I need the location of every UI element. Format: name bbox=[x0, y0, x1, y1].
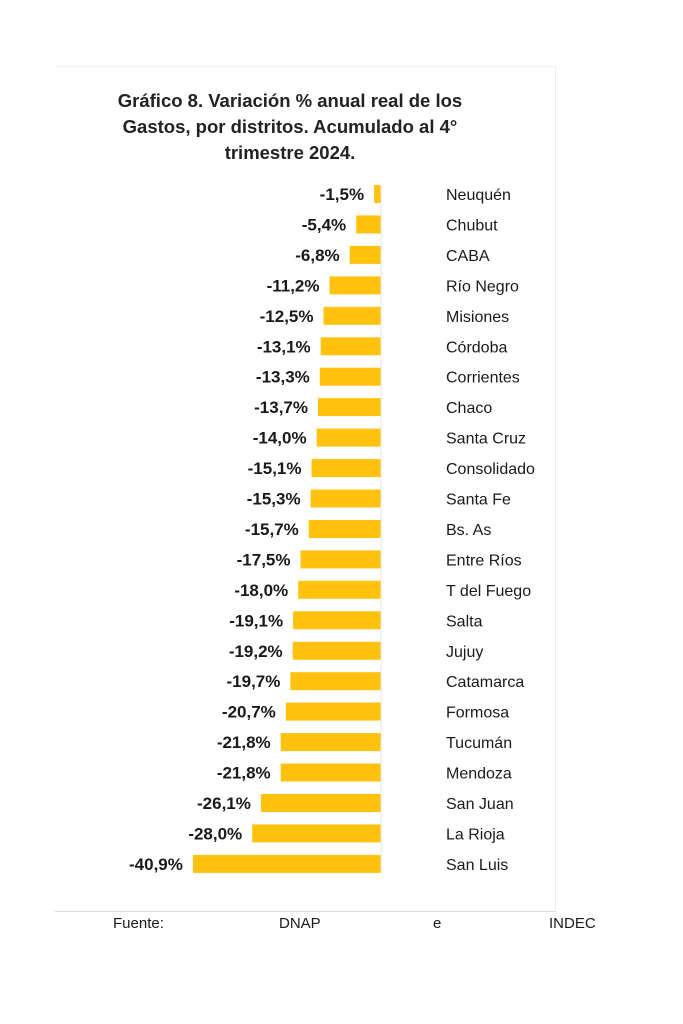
source-label: Fuente: bbox=[113, 915, 164, 932]
chart-title-line-2: Gastos, por distritos. Acumulado al 4° bbox=[122, 116, 458, 137]
category-label-18: Tucumán bbox=[446, 735, 512, 752]
value-label-0: -1,5% bbox=[320, 185, 364, 204]
category-label-22: San Luis bbox=[446, 857, 508, 874]
category-label-16: Catamarca bbox=[446, 674, 524, 691]
bar-8 bbox=[316, 428, 381, 447]
value-label-19: -21,8% bbox=[217, 764, 271, 783]
bar-17 bbox=[285, 702, 381, 721]
category-label-5: Córdoba bbox=[446, 339, 507, 356]
bar-7 bbox=[318, 398, 381, 417]
category-label-0: Neuquén bbox=[446, 187, 511, 204]
bar-5 bbox=[320, 337, 381, 356]
bar-6 bbox=[319, 367, 381, 386]
bar-14 bbox=[293, 611, 381, 630]
value-label-11: -15,7% bbox=[245, 520, 299, 539]
value-label-3: -11,2% bbox=[267, 276, 320, 295]
value-label-10: -15,3% bbox=[247, 490, 301, 509]
category-label-7: Chaco bbox=[446, 400, 492, 417]
value-label-16: -19,7% bbox=[227, 672, 281, 691]
category-label-4: Misiones bbox=[446, 309, 509, 326]
bar-19 bbox=[280, 763, 381, 782]
bar-3 bbox=[329, 276, 381, 295]
category-label-6: Corrientes bbox=[446, 370, 520, 387]
bar-2 bbox=[349, 245, 381, 264]
category-label-15: Jujuy bbox=[446, 644, 483, 661]
value-label-12: -17,5% bbox=[237, 550, 291, 569]
chart-title: Gráfico 8. Variación % anual real de los… bbox=[70, 88, 510, 166]
value-label-9: -15,1% bbox=[248, 459, 302, 478]
value-label-21: -28,0% bbox=[188, 824, 242, 843]
bar-21 bbox=[252, 824, 381, 843]
value-label-4: -12,5% bbox=[260, 307, 314, 326]
category-label-17: Formosa bbox=[446, 705, 509, 722]
category-label-8: Santa Cruz bbox=[446, 431, 526, 448]
chart-title-line-1: Gráfico 8. Variación % anual real de los bbox=[117, 90, 463, 111]
bar-16 bbox=[290, 672, 381, 691]
bar-4 bbox=[323, 306, 381, 325]
category-label-12: Entre Ríos bbox=[446, 552, 522, 569]
category-label-13: T del Fuego bbox=[446, 583, 531, 600]
bar-15 bbox=[292, 641, 381, 660]
category-label-10: Santa Fe bbox=[446, 492, 511, 509]
category-label-11: Bs. As bbox=[446, 522, 491, 539]
category-label-14: Salta bbox=[446, 613, 483, 630]
bar-1 bbox=[356, 215, 381, 234]
category-label-21: La Rioja bbox=[446, 826, 505, 843]
bar-13 bbox=[298, 580, 381, 599]
value-label-18: -21,8% bbox=[217, 733, 271, 752]
bar-10 bbox=[310, 489, 381, 508]
bar-9 bbox=[311, 459, 381, 478]
value-label-13: -18,0% bbox=[234, 581, 288, 600]
value-label-1: -5,4% bbox=[302, 215, 346, 234]
value-label-22: -40,9% bbox=[129, 855, 183, 874]
value-label-20: -26,1% bbox=[197, 794, 251, 813]
value-label-6: -13,3% bbox=[256, 368, 310, 387]
value-label-17: -20,7% bbox=[222, 703, 276, 722]
value-label-15: -19,2% bbox=[229, 642, 283, 661]
value-label-5: -13,1% bbox=[257, 337, 311, 356]
bar-12 bbox=[300, 550, 381, 569]
value-label-8: -14,0% bbox=[253, 429, 307, 448]
source-dnap: DNAP bbox=[279, 915, 321, 932]
category-label-1: Chubut bbox=[446, 217, 498, 234]
source-indec: INDEC bbox=[549, 915, 596, 932]
source-and: e bbox=[433, 915, 442, 932]
bar-18 bbox=[280, 733, 381, 752]
value-label-2: -6,8% bbox=[295, 246, 339, 265]
category-label-3: Río Negro bbox=[446, 278, 519, 295]
category-label-19: Mendoza bbox=[446, 766, 512, 783]
bar-20 bbox=[260, 794, 381, 812]
value-label-7: -13,7% bbox=[254, 398, 308, 417]
chart-title-line-3: trimestre 2024. bbox=[224, 142, 356, 163]
value-label-14: -19,1% bbox=[229, 611, 283, 630]
category-label-20: San Juan bbox=[446, 796, 514, 813]
bar-0 bbox=[374, 185, 381, 203]
bar-11 bbox=[308, 520, 381, 538]
bar-22 bbox=[192, 854, 381, 873]
category-label-9: Consolidado bbox=[446, 461, 535, 478]
category-label-2: CABA bbox=[446, 248, 490, 265]
